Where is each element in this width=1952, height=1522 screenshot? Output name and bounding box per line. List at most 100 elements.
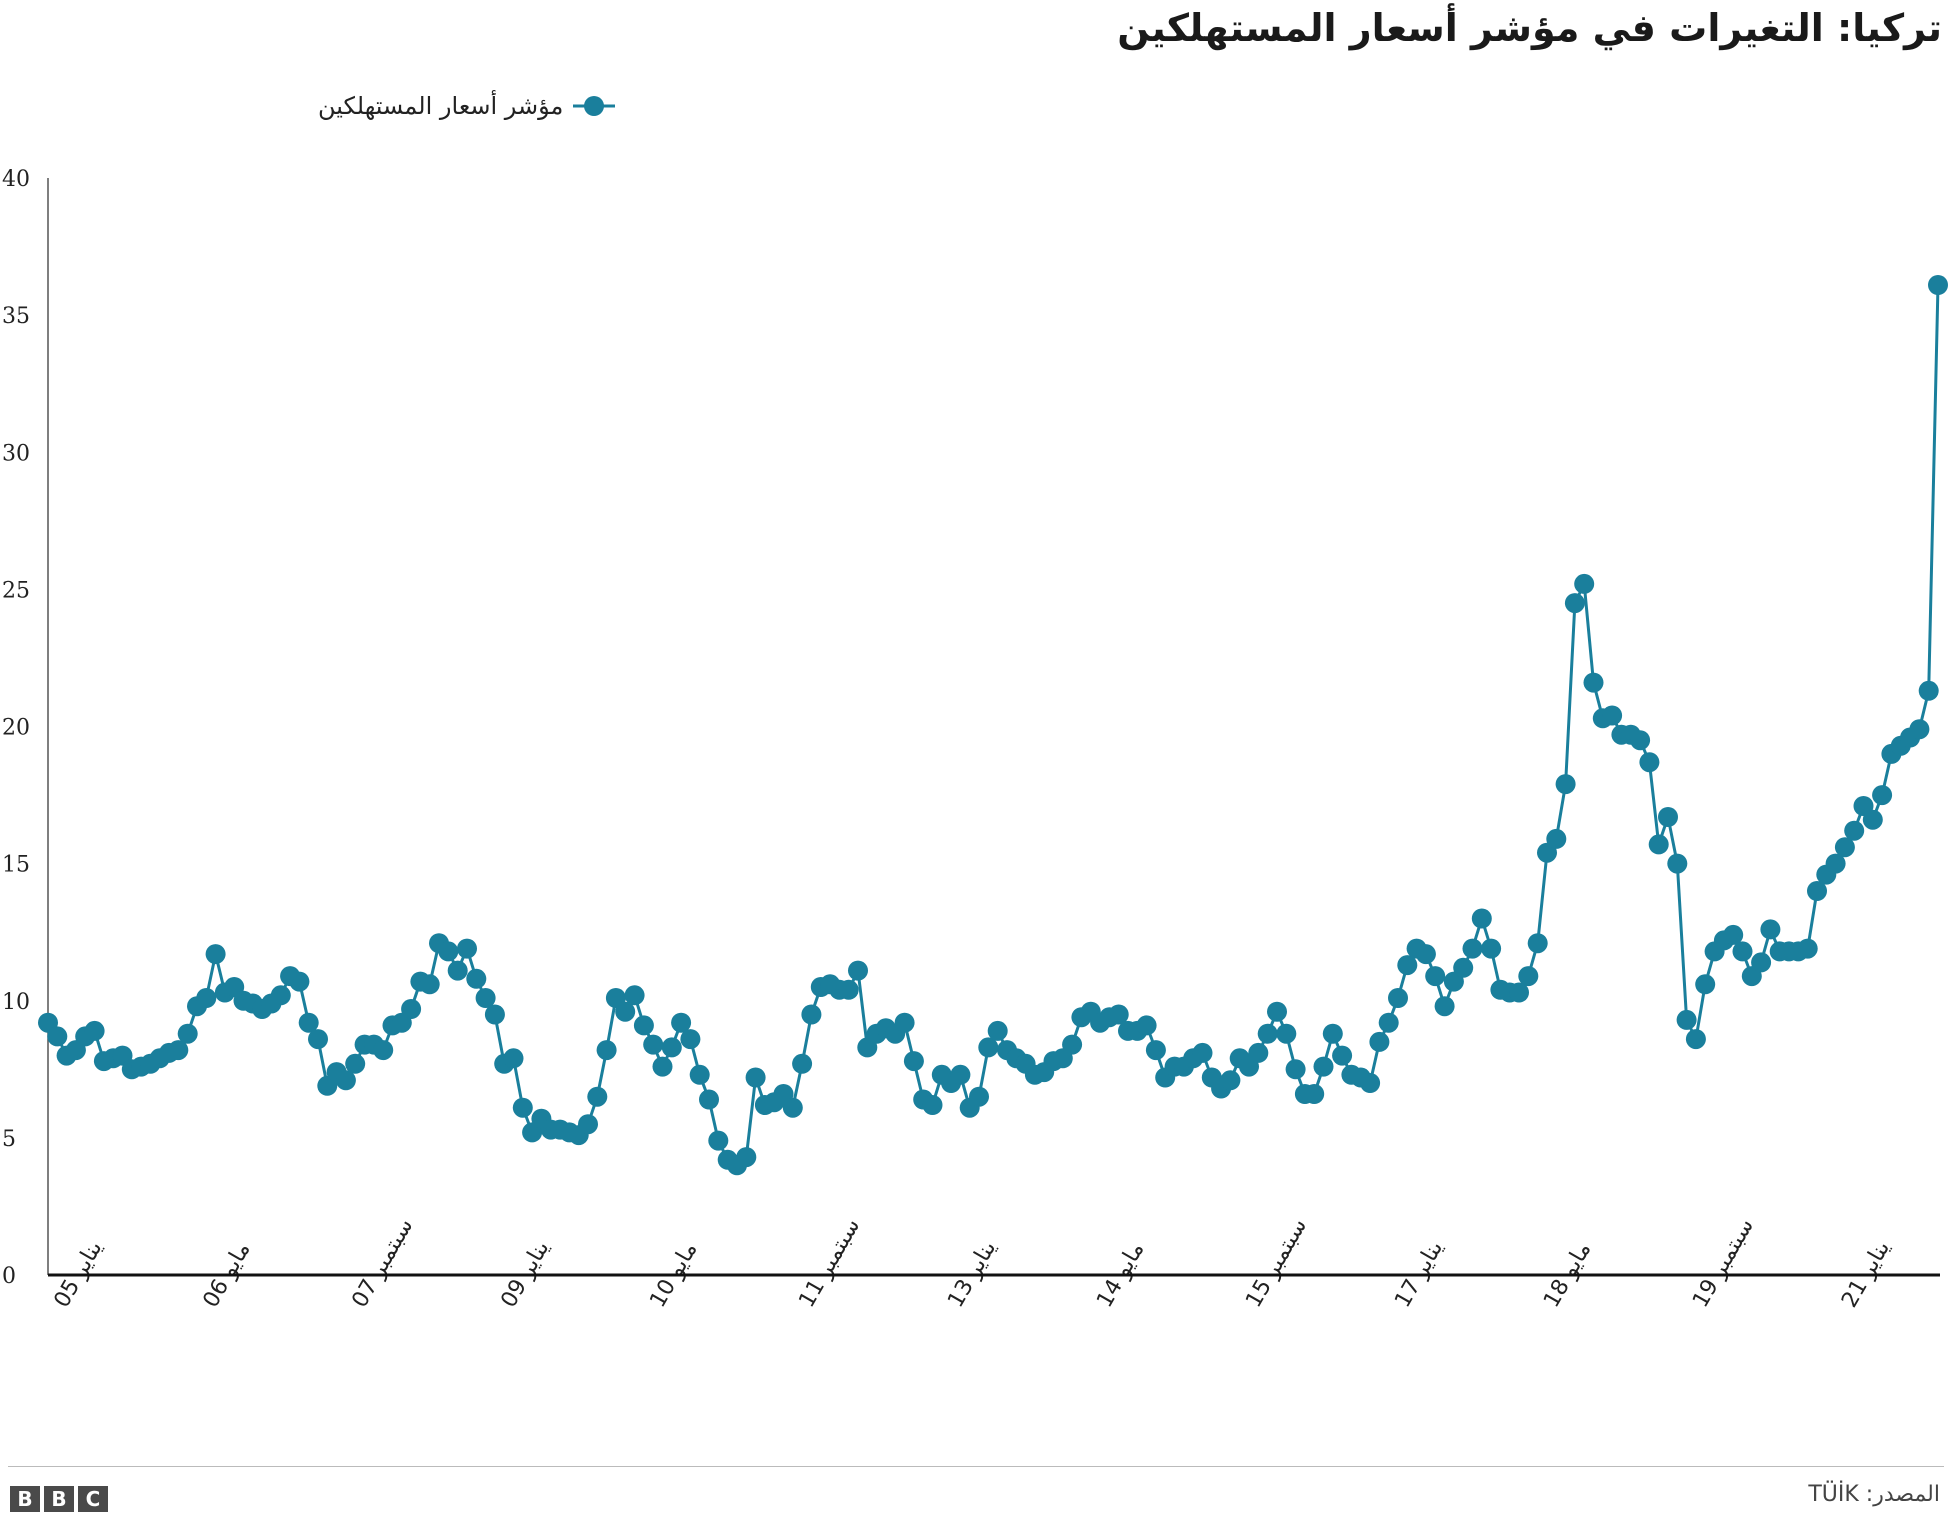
data-point	[1462, 938, 1483, 959]
data-point	[671, 1012, 692, 1033]
y-tick-label: 30	[2, 441, 30, 466]
data-point	[1527, 933, 1548, 954]
data-point	[205, 944, 226, 965]
data-point	[1369, 1031, 1390, 1052]
data-point	[270, 985, 291, 1006]
bbc-logo: B B C	[10, 1486, 108, 1512]
data-point	[401, 999, 422, 1019]
data-point	[1518, 966, 1539, 987]
data-point	[1909, 719, 1930, 740]
source-note: المصدر: TÜİK	[1808, 1482, 1940, 1507]
data-point	[1732, 941, 1753, 962]
data-point	[1434, 996, 1455, 1017]
y-tick-label: 5	[2, 1127, 16, 1152]
data-point	[745, 1067, 766, 1088]
x-tick-label: سبتمبر 07	[347, 1214, 418, 1312]
y-tick-label: 20	[2, 716, 30, 741]
data-point	[1695, 974, 1716, 995]
bbc-logo-letter: B	[44, 1486, 74, 1512]
data-point	[708, 1130, 729, 1151]
data-point	[177, 1023, 198, 1044]
data-point	[633, 1015, 654, 1036]
data-point	[512, 1097, 533, 1118]
data-point	[661, 1037, 682, 1058]
data-point	[419, 974, 440, 995]
data-point	[1928, 275, 1948, 295]
data-point	[503, 1048, 524, 1069]
data-point	[1723, 924, 1744, 945]
data-point	[1797, 938, 1818, 959]
data-point	[1453, 957, 1474, 978]
data-point	[1313, 1056, 1334, 1077]
data-point	[1332, 1045, 1353, 1066]
data-point	[736, 1147, 757, 1168]
data-point	[848, 960, 868, 981]
data-point	[1555, 774, 1576, 795]
data-point	[1751, 952, 1772, 973]
data-point	[1639, 752, 1660, 773]
data-point	[699, 1089, 719, 1110]
legend-label: مؤشر أسعار المستهلكين	[318, 92, 564, 120]
data-point	[1192, 1042, 1213, 1063]
data-point	[289, 971, 310, 992]
data-point	[1267, 1001, 1287, 1022]
y-tick-label: 0	[2, 1264, 16, 1289]
data-point	[335, 1070, 356, 1091]
x-tick-label: سبتمبر 19	[1688, 1214, 1759, 1312]
data-point	[1760, 919, 1781, 940]
data-point	[1685, 1029, 1706, 1050]
data-point	[466, 968, 487, 989]
data-point	[1136, 1015, 1157, 1036]
legend: مؤشر أسعار المستهلكين	[318, 92, 616, 120]
data-point	[345, 1053, 366, 1074]
data-point	[1825, 853, 1846, 874]
data-point	[1667, 853, 1688, 874]
data-point	[1062, 1034, 1083, 1055]
data-point	[987, 1020, 1008, 1041]
data-point	[978, 1037, 999, 1058]
data-point	[1220, 1070, 1241, 1091]
bbc-logo-letter: B	[10, 1486, 40, 1512]
data-point	[922, 1095, 943, 1115]
data-point	[1276, 1023, 1297, 1044]
data-point	[1425, 966, 1446, 987]
data-point	[1807, 881, 1827, 901]
x-tick-label: سبتمبر 11	[794, 1214, 865, 1312]
data-point	[1360, 1073, 1381, 1093]
data-point	[1378, 1012, 1399, 1033]
data-point	[1509, 982, 1529, 1003]
data-point	[484, 1004, 505, 1025]
data-point	[596, 1040, 617, 1061]
data-point	[457, 938, 477, 959]
data-point	[680, 1029, 701, 1050]
data-point	[838, 979, 859, 1000]
data-point	[1108, 1004, 1129, 1025]
data-point	[1872, 785, 1893, 806]
y-tick-label: 25	[2, 578, 30, 603]
bbc-logo-letter: C	[78, 1486, 108, 1512]
data-point	[447, 960, 468, 981]
data-point	[1844, 820, 1865, 841]
data-point	[196, 988, 217, 1008]
data-point	[894, 1012, 915, 1033]
data-point	[1834, 837, 1855, 858]
data-point	[950, 1064, 971, 1085]
data-point	[1145, 1040, 1166, 1061]
data-point	[624, 985, 645, 1006]
data-point	[1658, 807, 1678, 827]
y-tick-label: 40	[2, 167, 30, 192]
data-point	[47, 1026, 68, 1047]
data-point	[792, 1053, 813, 1074]
data-point	[308, 1029, 328, 1050]
footer-divider	[8, 1466, 1944, 1467]
data-point	[1862, 809, 1883, 830]
data-point	[298, 1012, 319, 1033]
data-point	[782, 1097, 803, 1118]
data-point	[1602, 705, 1623, 726]
data-point	[643, 1034, 664, 1055]
data-point	[1546, 828, 1567, 849]
data-point	[475, 988, 496, 1008]
data-point	[1304, 1084, 1325, 1104]
y-tick-label: 10	[2, 990, 30, 1015]
